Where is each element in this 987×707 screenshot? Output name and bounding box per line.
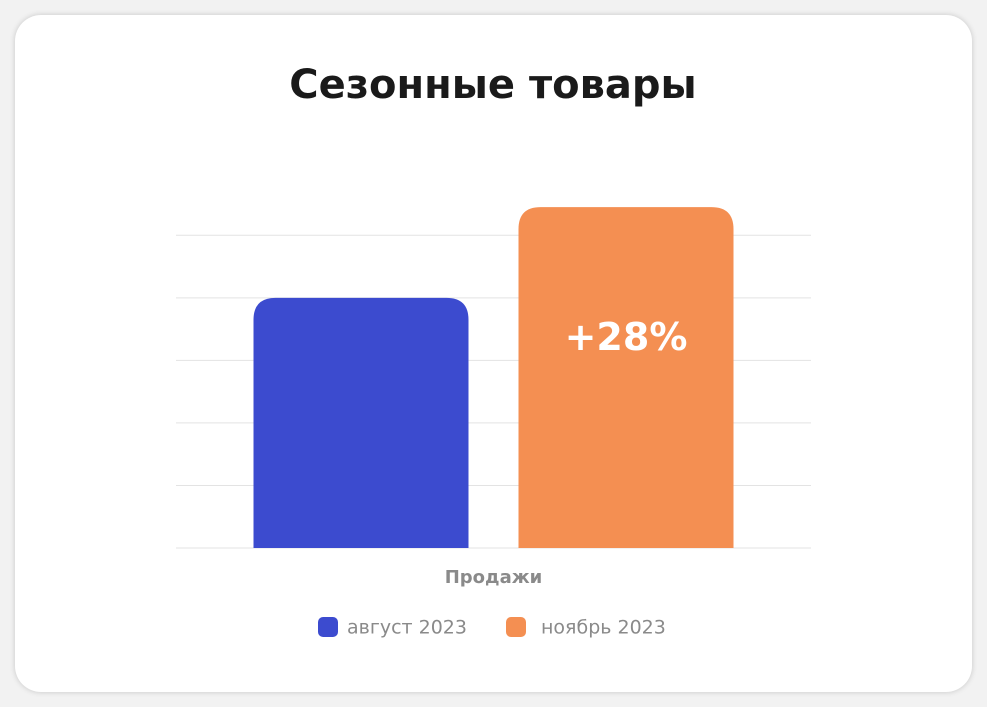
card: [15, 15, 972, 692]
annotation: +28%: [565, 315, 688, 359]
bar: [253, 297, 469, 548]
bar: [518, 207, 734, 549]
legend-label: ноябрь 2023: [541, 617, 666, 639]
legend-swatch: [318, 617, 338, 637]
x-tick-label: Продажи: [445, 567, 543, 588]
legend-label: август 2023: [347, 617, 467, 639]
chart-title: Сезонные товары: [289, 62, 696, 108]
legend-swatch: [506, 617, 526, 637]
